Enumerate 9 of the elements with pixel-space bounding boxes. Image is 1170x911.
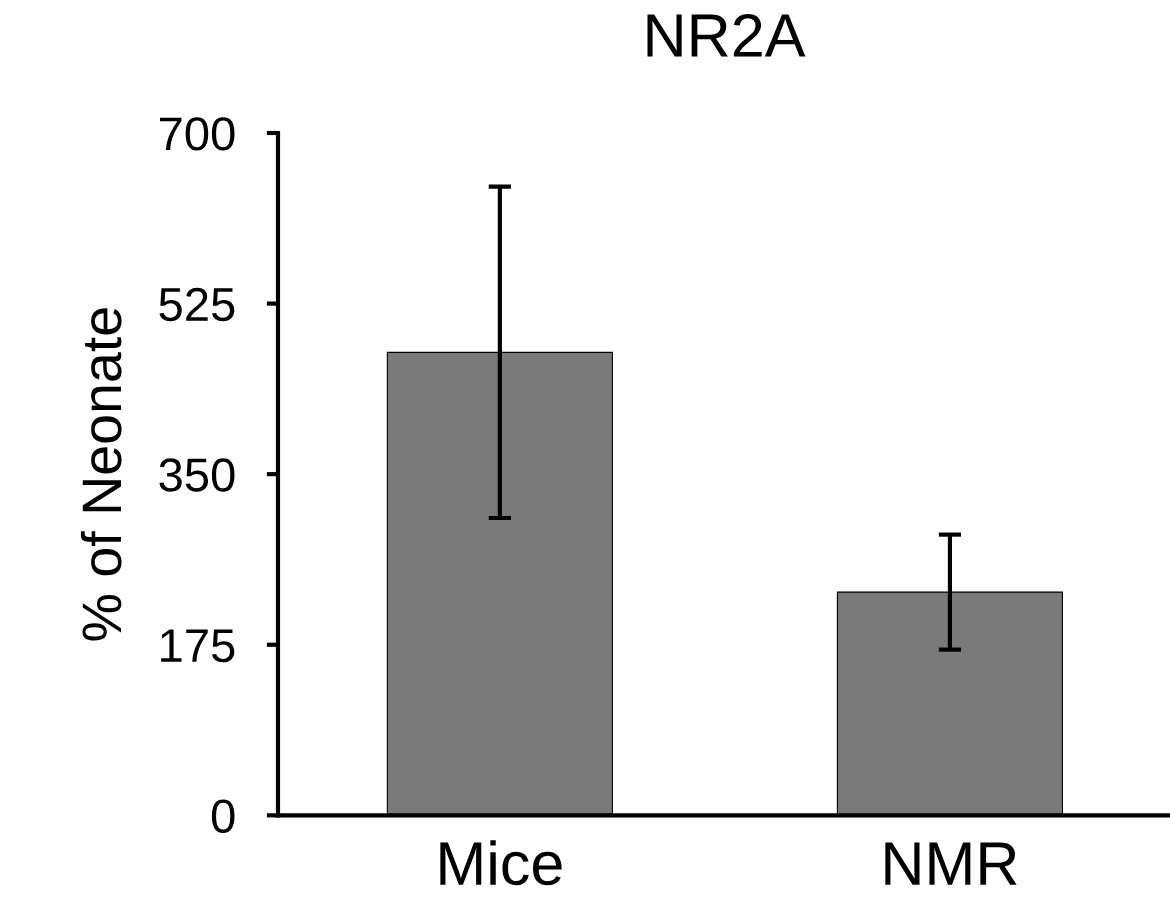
x-tick-label: Mice xyxy=(440,840,562,886)
y-tick-label: 350 xyxy=(159,458,235,492)
chart-title: NR2A xyxy=(647,13,806,57)
y-tick-label: 525 xyxy=(159,287,235,322)
y-tick-label: 175 xyxy=(161,629,235,663)
y-tick-label: 700 xyxy=(159,117,235,151)
x-tick-label: NMR xyxy=(885,842,1017,885)
y-tick-label: 0 xyxy=(211,799,235,833)
y-axis-title: % of Neonate xyxy=(80,308,122,641)
